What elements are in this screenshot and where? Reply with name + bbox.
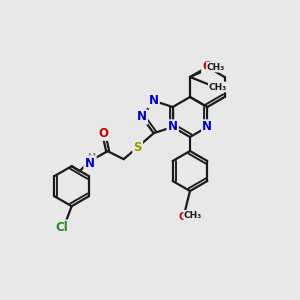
Text: Cl: Cl <box>55 221 68 234</box>
Text: O: O <box>202 61 212 74</box>
Text: CH₃: CH₃ <box>207 62 225 71</box>
Text: N: N <box>202 121 212 134</box>
Text: CH₃: CH₃ <box>184 211 202 220</box>
Text: S: S <box>134 141 142 154</box>
Text: H: H <box>88 153 96 163</box>
Text: N: N <box>149 94 159 107</box>
Text: N: N <box>137 110 147 124</box>
Text: O: O <box>179 212 187 222</box>
Text: O: O <box>99 127 109 140</box>
Text: N: N <box>168 121 178 134</box>
Text: CH₃: CH₃ <box>209 82 227 91</box>
Text: N: N <box>85 157 95 170</box>
